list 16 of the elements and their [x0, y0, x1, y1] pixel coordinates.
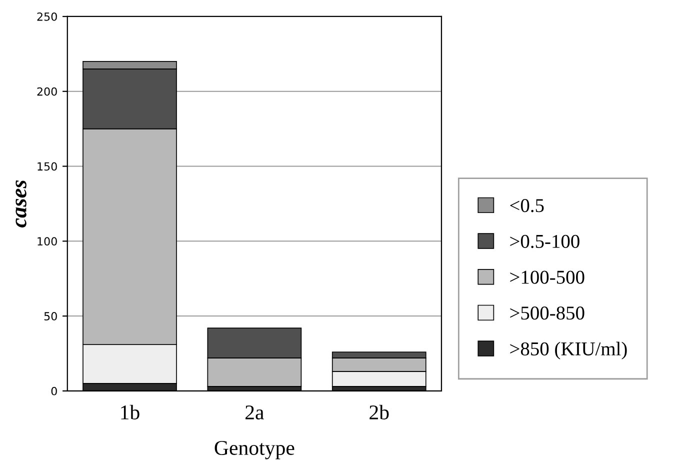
x-tick-label: 1b — [121, 404, 140, 420]
x-axis-title: Genotype — [214, 440, 294, 460]
y-axis-title: cases — [16, 180, 26, 228]
y-tick-label: 200 — [37, 87, 57, 96]
legend-label: >500-850 — [510, 306, 584, 320]
legend-label: >100-500 — [510, 270, 584, 284]
y-tick-label: 100 — [38, 237, 57, 246]
legend-label: <0.5 — [510, 199, 544, 212]
legend-label: >850 (KIU/ml) — [510, 342, 627, 360]
y-tick-label: 50 — [44, 312, 57, 320]
y-tick-label: 150 — [38, 162, 57, 171]
x-tick-label: 2b — [370, 404, 389, 420]
y-tick-label: 0 — [51, 386, 57, 396]
y-tick-label: 250 — [37, 12, 57, 21]
legend-label: >0.5-100 — [510, 234, 580, 248]
x-tick-label: 2a — [246, 405, 264, 420]
